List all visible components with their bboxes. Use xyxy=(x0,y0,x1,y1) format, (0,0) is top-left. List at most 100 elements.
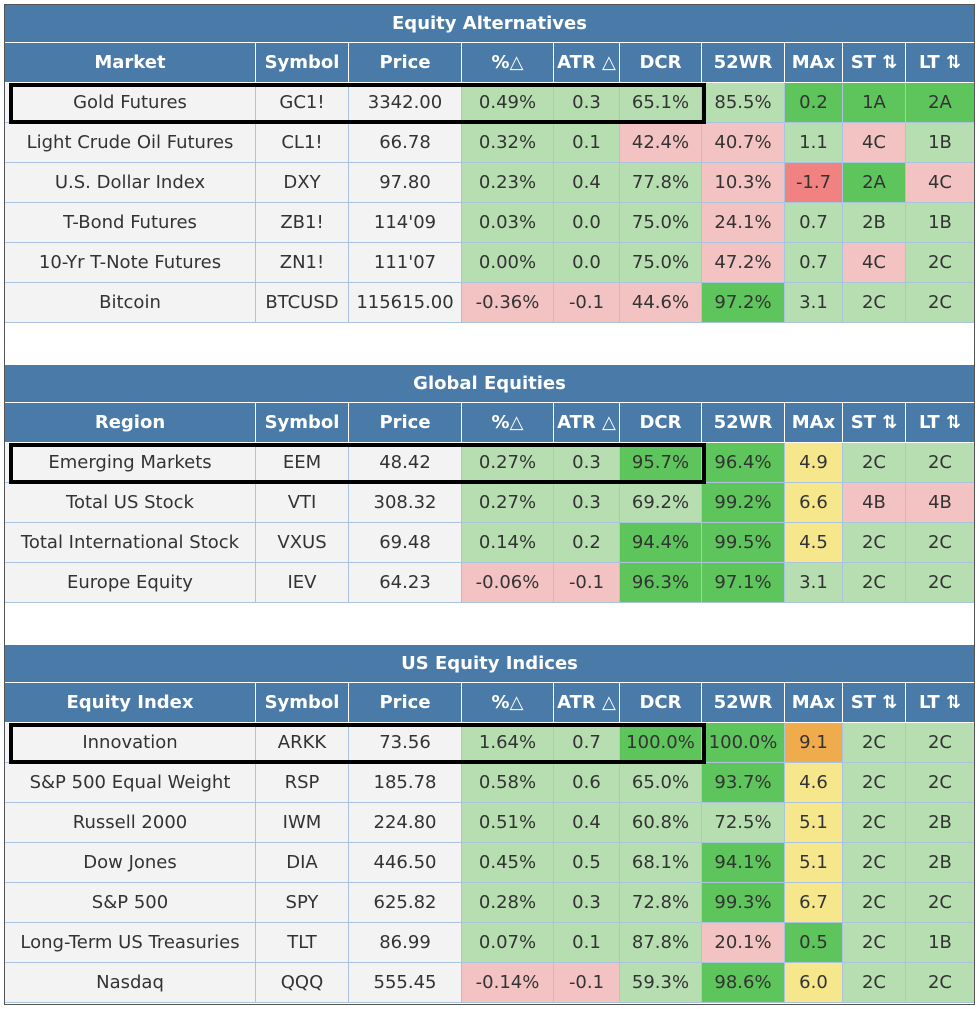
cell-st: 2C xyxy=(843,723,906,763)
col-header-52wr[interactable]: 52WR xyxy=(702,683,785,723)
col-header-st[interactable]: ST ⇅ xyxy=(843,43,906,83)
col-header-52wr[interactable]: 52WR xyxy=(702,43,785,83)
col-header-equity-index[interactable]: Equity Index xyxy=(5,683,256,723)
cell-symbol: VTI xyxy=(256,483,349,523)
cell-atr: 0.5 xyxy=(554,843,620,883)
cell-max: 4.6 xyxy=(785,763,843,803)
col-header-52wr[interactable]: 52WR xyxy=(702,403,785,443)
cell-max: 3.1 xyxy=(785,283,843,323)
table-row: Total International Stock VXUS 69.48 0.1… xyxy=(5,523,974,563)
table-row: Europe Equity IEV 64.23 -0.06% -0.1 96.3… xyxy=(5,563,974,603)
col-header-st[interactable]: ST ⇅ xyxy=(843,403,906,443)
cell-st: 4B xyxy=(843,483,906,523)
cell-max: 0.2 xyxy=(785,83,843,123)
table-row: U.S. Dollar Index DXY 97.80 0.23% 0.4 77… xyxy=(5,163,974,203)
cell-st: 2C xyxy=(843,523,906,563)
col-header-dcr[interactable]: DCR xyxy=(620,403,702,443)
col-header-pct-change[interactable]: %△ xyxy=(462,403,554,443)
col-header-lt[interactable]: LT ⇅ xyxy=(906,43,974,83)
col-header-dcr[interactable]: DCR xyxy=(620,683,702,723)
cell-st: 2C xyxy=(843,763,906,803)
cell-pct-change: -0.36% xyxy=(462,283,554,323)
col-header-atr[interactable]: ATR △ xyxy=(554,683,620,723)
cell-pct-change: 0.00% xyxy=(462,243,554,283)
cell-dcr: 77.8% xyxy=(620,163,702,203)
cell-52wr: 94.1% xyxy=(702,843,785,883)
table-row: 10-Yr T-Note Futures ZN1! 111'07 0.00% 0… xyxy=(5,243,974,283)
cell-pct-change: 0.28% xyxy=(462,883,554,923)
cell-atr: 0.4 xyxy=(554,163,620,203)
cell-dcr: 100.0% xyxy=(620,723,702,763)
cell-max: 5.1 xyxy=(785,803,843,843)
cell-dcr: 59.3% xyxy=(620,963,702,1003)
cell-52wr: 98.6% xyxy=(702,963,785,1003)
col-header-symbol[interactable]: Symbol xyxy=(256,403,349,443)
col-header-max[interactable]: MAx xyxy=(785,43,843,83)
col-header-lt[interactable]: LT ⇅ xyxy=(906,403,974,443)
cell-atr: 0.4 xyxy=(554,803,620,843)
col-header-price[interactable]: Price xyxy=(349,683,462,723)
section-title: Equity Alternatives xyxy=(5,5,974,43)
table-row: Russell 2000 IWM 224.80 0.51% 0.4 60.8% … xyxy=(5,803,974,843)
cell-atr: -0.1 xyxy=(554,283,620,323)
col-header-max[interactable]: MAx xyxy=(785,403,843,443)
col-header-price[interactable]: Price xyxy=(349,403,462,443)
cell-price: 114'09 xyxy=(349,203,462,243)
col-header-dcr[interactable]: DCR xyxy=(620,43,702,83)
col-header-price[interactable]: Price xyxy=(349,43,462,83)
cell-max: 0.7 xyxy=(785,203,843,243)
col-header-symbol[interactable]: Symbol xyxy=(256,683,349,723)
cell-lt: 2C xyxy=(906,283,974,323)
col-header-lt[interactable]: LT ⇅ xyxy=(906,683,974,723)
col-header-region[interactable]: Region xyxy=(5,403,256,443)
cell-name: Total US Stock xyxy=(5,483,256,523)
cell-symbol: SPY xyxy=(256,883,349,923)
cell-name: Bitcoin xyxy=(5,283,256,323)
cell-atr: 0.3 xyxy=(554,483,620,523)
cell-dcr: 42.4% xyxy=(620,123,702,163)
col-header-pct-change[interactable]: %△ xyxy=(462,43,554,83)
cell-max: 6.6 xyxy=(785,483,843,523)
cell-symbol: DIA xyxy=(256,843,349,883)
col-header-atr[interactable]: ATR △ xyxy=(554,43,620,83)
cell-pct-change: 0.45% xyxy=(462,843,554,883)
cell-52wr: 99.2% xyxy=(702,483,785,523)
cell-lt: 2B xyxy=(906,803,974,843)
cell-atr: 0.0 xyxy=(554,203,620,243)
table-row: Emerging Markets EEM 48.42 0.27% 0.3 95.… xyxy=(5,443,974,483)
cell-st: 2A xyxy=(843,163,906,203)
cell-52wr: 20.1% xyxy=(702,923,785,963)
cell-name: Russell 2000 xyxy=(5,803,256,843)
cell-name: S&P 500 Equal Weight xyxy=(5,763,256,803)
cell-name: Total International Stock xyxy=(5,523,256,563)
cell-price: 73.56 xyxy=(349,723,462,763)
cell-price: 308.32 xyxy=(349,483,462,523)
cell-max: 9.1 xyxy=(785,723,843,763)
cell-atr: 0.3 xyxy=(554,443,620,483)
table-row: Long-Term US Treasuries TLT 86.99 0.07% … xyxy=(5,923,974,963)
cell-symbol: TLT xyxy=(256,923,349,963)
cell-price: 115615.00 xyxy=(349,283,462,323)
cell-price: 64.23 xyxy=(349,563,462,603)
cell-st: 2C xyxy=(843,923,906,963)
col-header-symbol[interactable]: Symbol xyxy=(256,43,349,83)
cell-symbol: VXUS xyxy=(256,523,349,563)
col-header-st[interactable]: ST ⇅ xyxy=(843,683,906,723)
col-header-pct-change[interactable]: %△ xyxy=(462,683,554,723)
cell-atr: 0.2 xyxy=(554,523,620,563)
cell-max: 6.0 xyxy=(785,963,843,1003)
cell-st: 4C xyxy=(843,243,906,283)
col-header-max[interactable]: MAx xyxy=(785,683,843,723)
cell-price: 3342.00 xyxy=(349,83,462,123)
col-header-atr[interactable]: ATR △ xyxy=(554,403,620,443)
col-header-market[interactable]: Market xyxy=(5,43,256,83)
cell-pct-change: 0.58% xyxy=(462,763,554,803)
cell-dcr: 68.1% xyxy=(620,843,702,883)
cell-price: 69.48 xyxy=(349,523,462,563)
cell-symbol: RSP xyxy=(256,763,349,803)
cell-lt: 2C xyxy=(906,883,974,923)
cell-lt: 2A xyxy=(906,83,974,123)
table-row: Gold Futures GC1! 3342.00 0.49% 0.3 65.1… xyxy=(5,83,974,123)
cell-dcr: 87.8% xyxy=(620,923,702,963)
cell-st: 2C xyxy=(843,283,906,323)
